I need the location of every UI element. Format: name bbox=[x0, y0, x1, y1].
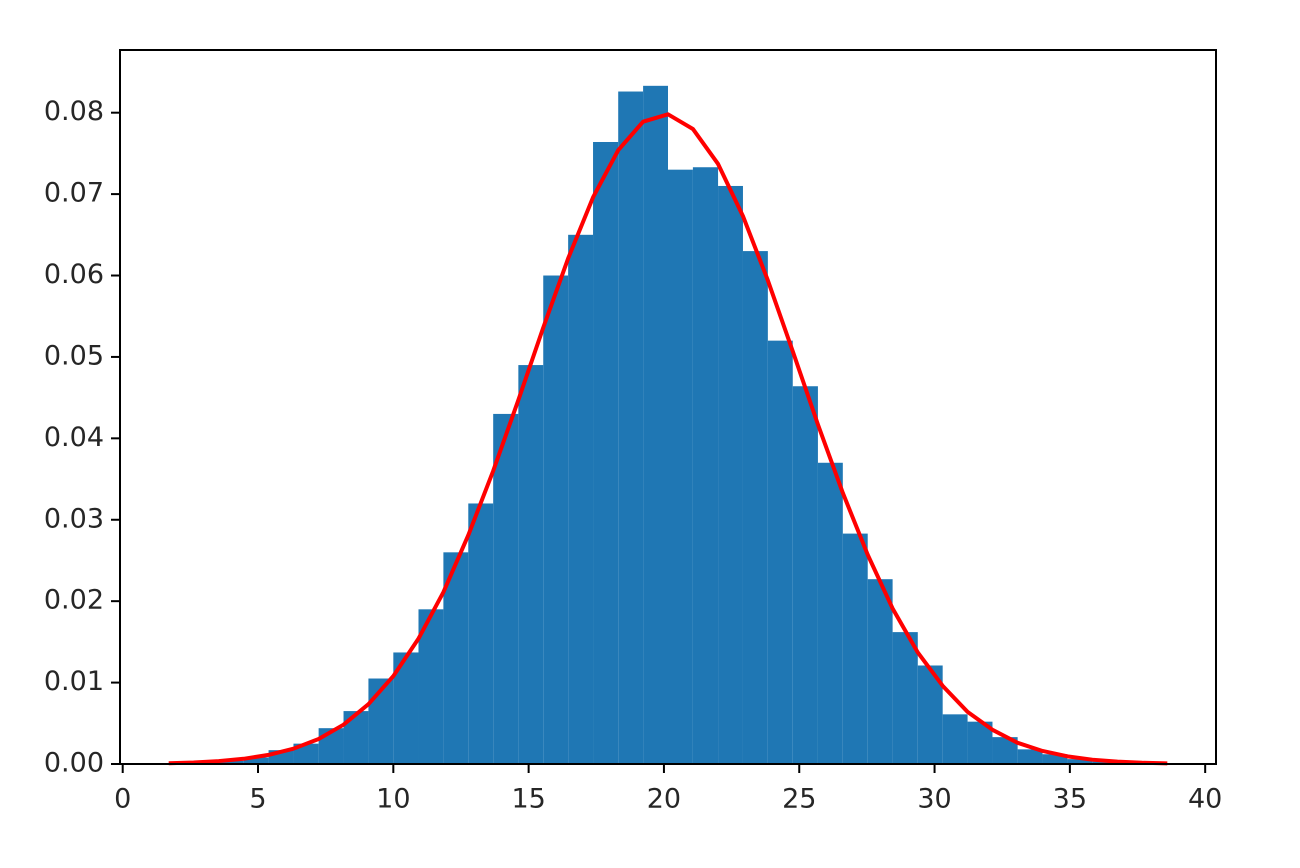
x-tick-label: 40 bbox=[1188, 784, 1222, 815]
y-tick-label: 0.01 bbox=[44, 666, 104, 697]
bar bbox=[767, 340, 793, 764]
bar bbox=[618, 91, 644, 764]
bar bbox=[1092, 761, 1118, 764]
x-tick-label: 20 bbox=[647, 784, 681, 815]
bar bbox=[468, 503, 494, 764]
bar bbox=[1067, 759, 1093, 764]
bar bbox=[1017, 749, 1043, 764]
bar bbox=[293, 743, 319, 764]
x-tick-label: 5 bbox=[249, 784, 266, 815]
bar bbox=[892, 632, 918, 764]
bar bbox=[518, 365, 544, 764]
bar bbox=[668, 169, 693, 764]
x-tick-label: 10 bbox=[376, 784, 410, 815]
y-tick-label: 0.06 bbox=[44, 259, 104, 290]
bar bbox=[842, 533, 868, 764]
bar bbox=[692, 167, 719, 765]
y-tick-label: 0.02 bbox=[44, 585, 104, 616]
x-tick-label: 30 bbox=[917, 784, 951, 815]
bar bbox=[867, 579, 893, 764]
bar bbox=[1042, 754, 1068, 764]
y-tick-label: 0.07 bbox=[44, 178, 104, 209]
y-tick-label: 0.03 bbox=[44, 503, 104, 534]
fit-curve bbox=[168, 112, 1168, 766]
bar bbox=[742, 251, 768, 765]
bar bbox=[817, 462, 843, 764]
y-tick-label: 0.00 bbox=[44, 748, 104, 779]
y-tick-label: 0.04 bbox=[44, 422, 104, 453]
x-tick-label: 35 bbox=[1053, 784, 1087, 815]
bar bbox=[593, 141, 619, 764]
bar bbox=[568, 234, 594, 765]
x-tick-label: 0 bbox=[114, 784, 131, 815]
plot-frame bbox=[119, 49, 1217, 765]
x-tick-label: 15 bbox=[511, 784, 545, 815]
bar bbox=[643, 85, 668, 764]
bar bbox=[792, 386, 818, 764]
bar bbox=[942, 714, 968, 764]
y-tick-label: 0.05 bbox=[44, 340, 104, 371]
x-tick-label: 25 bbox=[782, 784, 816, 815]
bar bbox=[718, 185, 743, 764]
bar bbox=[543, 275, 569, 764]
bar bbox=[243, 757, 269, 764]
y-tick-label: 0.08 bbox=[44, 96, 104, 127]
bar bbox=[493, 413, 519, 764]
bar bbox=[218, 760, 244, 764]
